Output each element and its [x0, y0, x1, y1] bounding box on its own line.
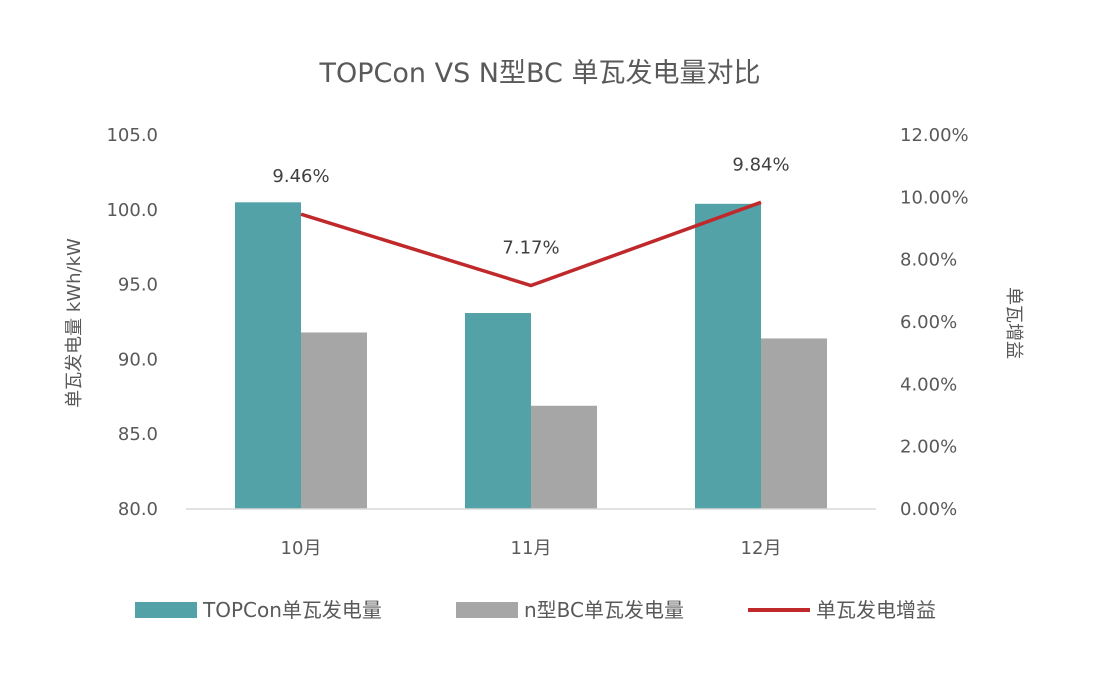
x-tick-label: 11月: [511, 538, 552, 559]
gain-line: [300, 200, 762, 288]
bar-topcon-2: [465, 313, 531, 509]
legend-label: 单瓦发电增益: [816, 598, 936, 622]
legend-label: n型BC单瓦发电量: [524, 598, 684, 622]
right-tick-label: 12.00%: [900, 125, 969, 146]
right-tick-label: 0.00%: [900, 499, 957, 520]
right-tick-label: 10.00%: [900, 187, 969, 208]
legend: TOPCon单瓦发电量 n型BC单瓦发电量 单瓦发电增益: [135, 598, 936, 622]
bar-nbc-3: [761, 338, 827, 509]
left-tick-label: 85.0: [118, 424, 158, 445]
gain-data-label: 9.84%: [732, 154, 789, 175]
right-axis-ticks: 0.00% 2.00% 4.00% 6.00% 8.00% 10.00% 12.00%: [900, 125, 969, 520]
right-tick-label: 4.00%: [900, 374, 957, 395]
left-axis-ticks: 80.0 85.0 90.0 95.0 100.0 105.0: [106, 125, 158, 520]
x-axis-ticks: 10月 11月 12月: [281, 538, 782, 559]
right-tick-label: 6.00%: [900, 312, 957, 333]
left-tick-label: 105.0: [106, 125, 158, 146]
left-axis-title: 单瓦发电量 kWh/kW: [64, 238, 85, 408]
bar-nbc-1: [301, 332, 367, 509]
bar-topcon-1: [235, 202, 301, 509]
right-tick-label: 8.00%: [900, 250, 957, 271]
chart-title: TOPCon VS N型BC 单瓦发电量对比: [319, 58, 761, 89]
x-tick-label: 10月: [281, 538, 322, 559]
left-tick-label: 80.0: [118, 499, 158, 520]
bar-series: [235, 202, 827, 510]
gain-data-label: 9.46%: [272, 166, 329, 187]
legend-swatch: [135, 602, 197, 618]
right-axis-title: 单瓦增益: [1003, 287, 1024, 359]
left-tick-label: 95.0: [118, 275, 158, 296]
right-tick-label: 2.00%: [900, 437, 957, 458]
legend-label: TOPCon单瓦发电量: [202, 598, 382, 622]
legend-swatch: [456, 602, 518, 618]
x-tick-label: 12月: [741, 538, 782, 559]
bar-topcon-3: [695, 203, 761, 510]
gain-data-label: 7.17%: [502, 238, 559, 259]
left-tick-label: 100.0: [106, 200, 158, 221]
bar-nbc-2: [531, 405, 597, 509]
line-series: 9.46% 7.17% 9.84%: [272, 154, 790, 288]
left-tick-label: 90.0: [118, 349, 158, 370]
